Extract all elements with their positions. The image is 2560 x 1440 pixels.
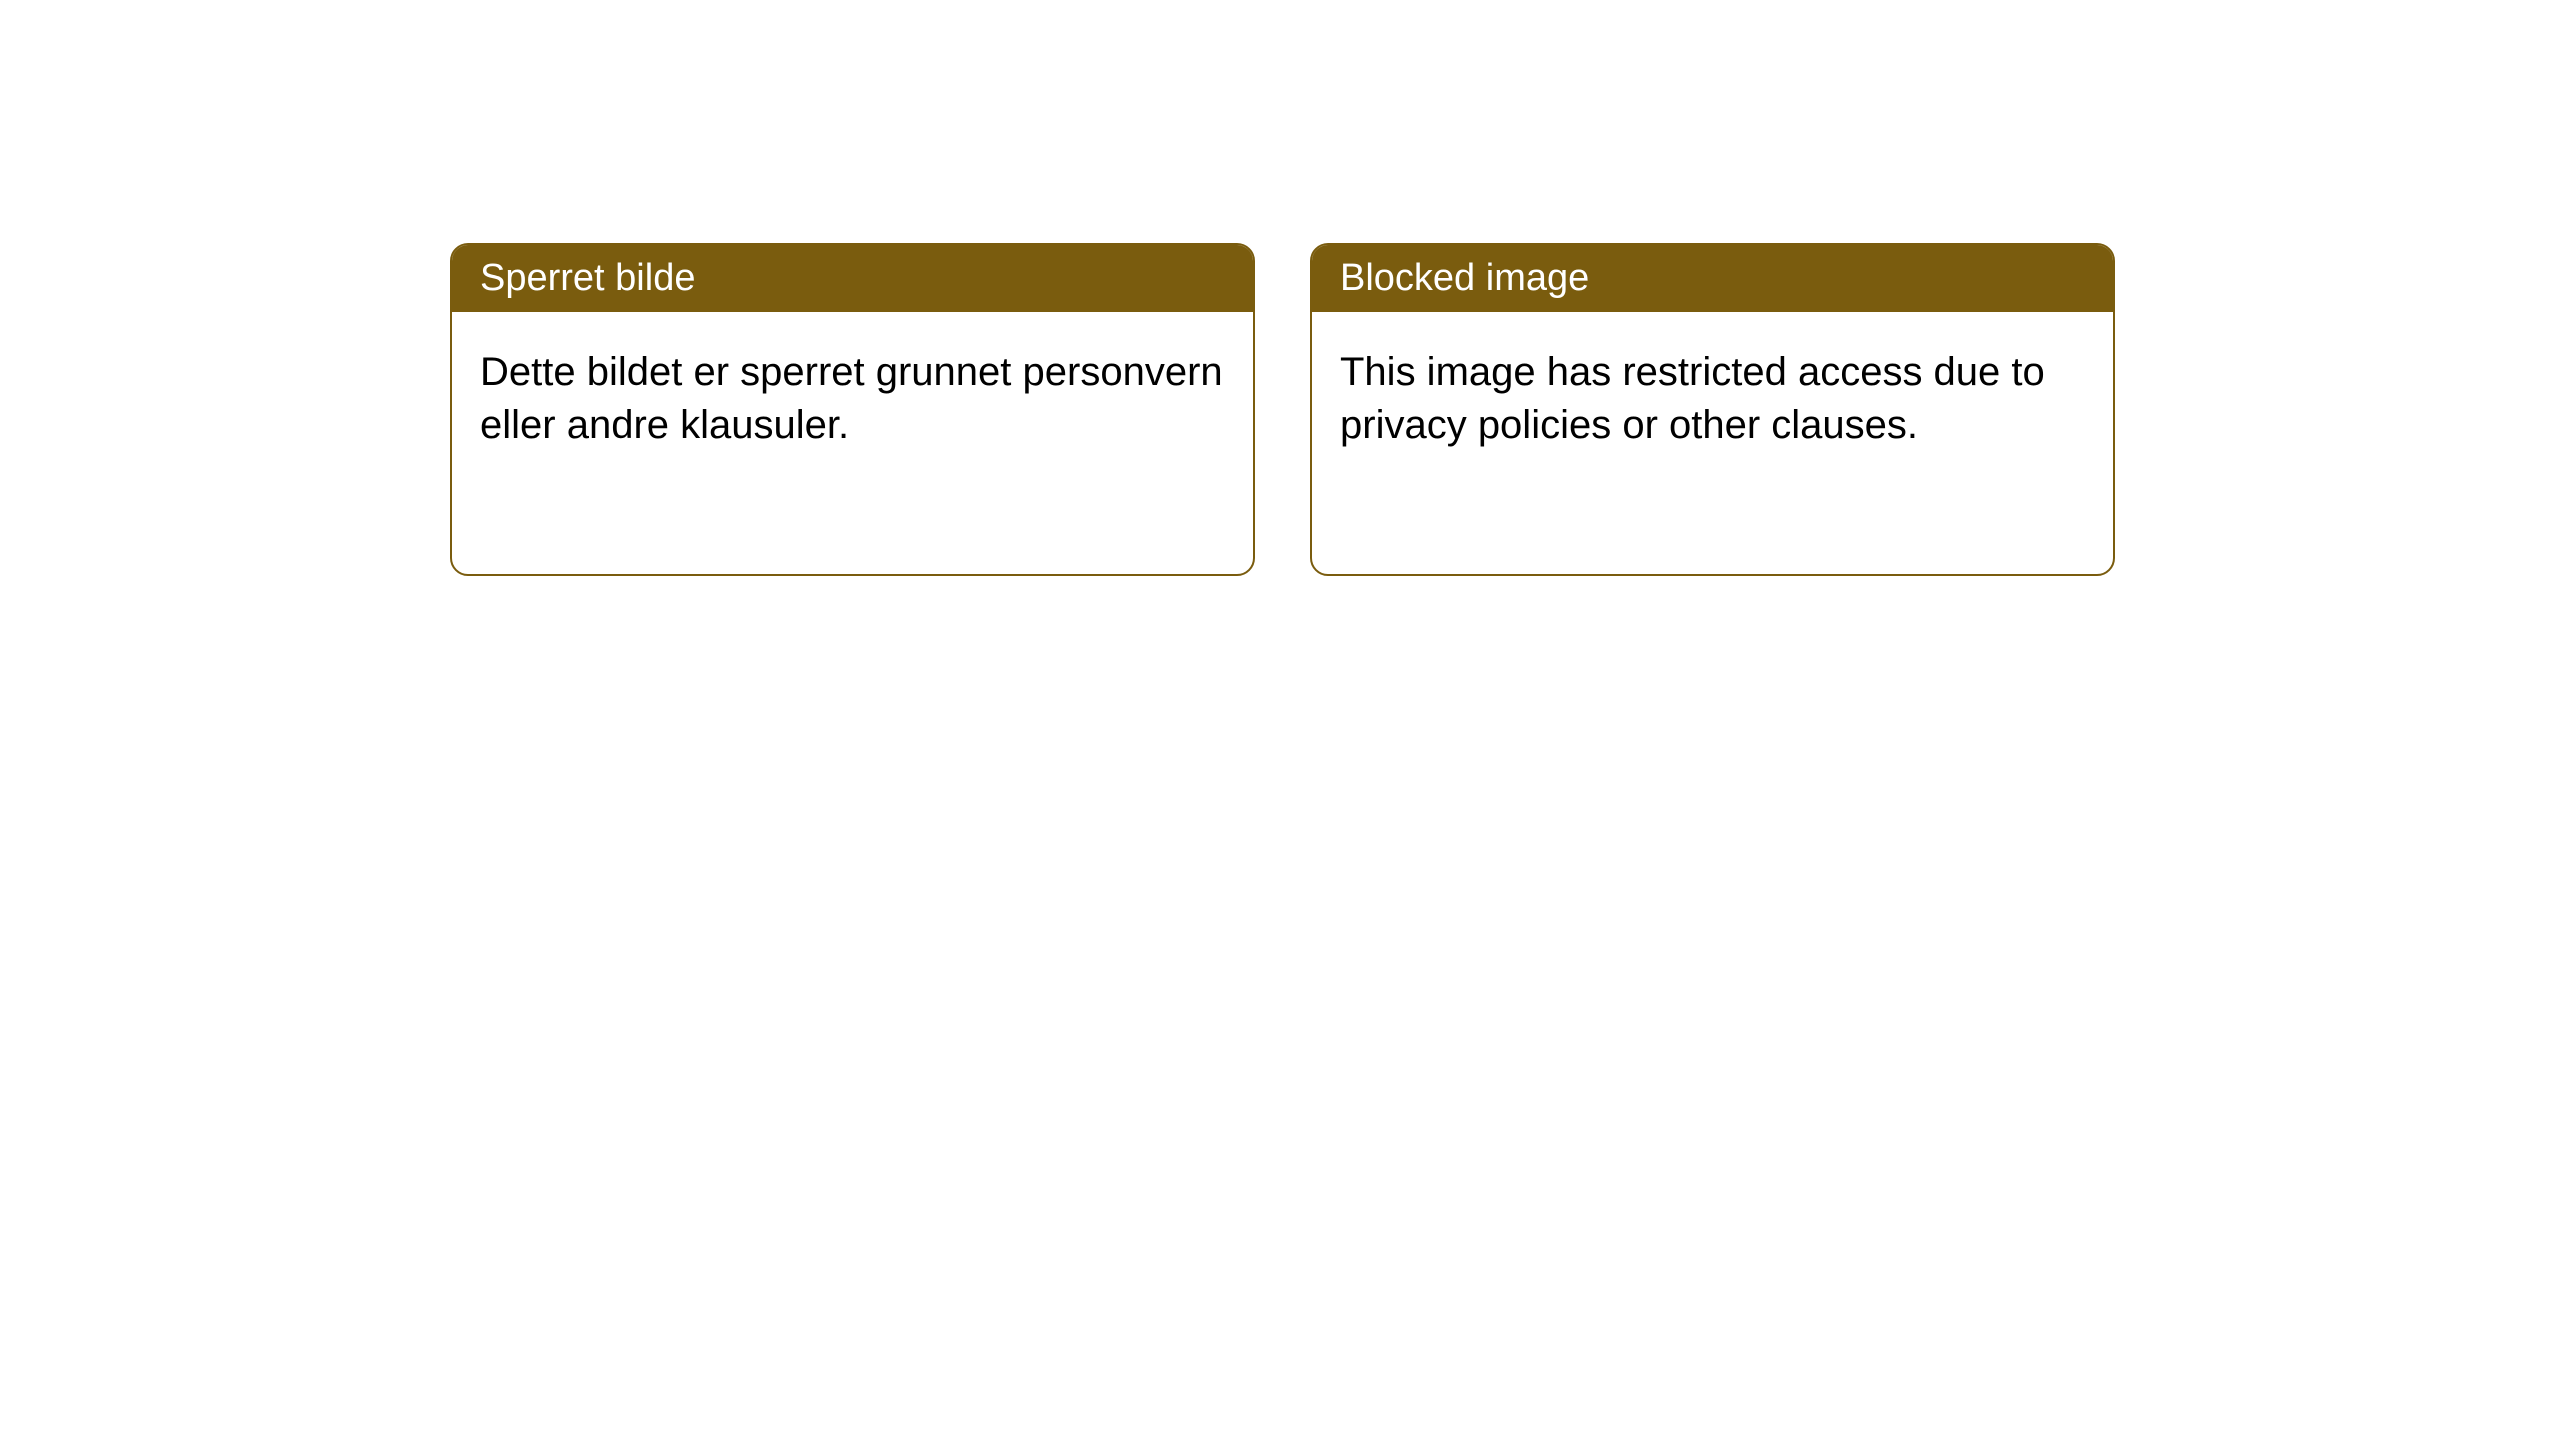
notice-body-text: Dette bildet er sperret grunnet personve… [480,350,1223,447]
notice-card-norwegian: Sperret bilde Dette bildet er sperret gr… [450,243,1255,576]
notice-body: This image has restricted access due to … [1312,312,2113,486]
notice-title: Blocked image [1340,257,1589,299]
notice-title: Sperret bilde [480,257,695,299]
notice-cards-container: Sperret bilde Dette bildet er sperret gr… [450,243,2115,576]
notice-header: Blocked image [1312,245,2113,312]
notice-card-english: Blocked image This image has restricted … [1310,243,2115,576]
notice-body-text: This image has restricted access due to … [1340,350,2045,447]
notice-header: Sperret bilde [452,245,1253,312]
notice-body: Dette bildet er sperret grunnet personve… [452,312,1253,486]
